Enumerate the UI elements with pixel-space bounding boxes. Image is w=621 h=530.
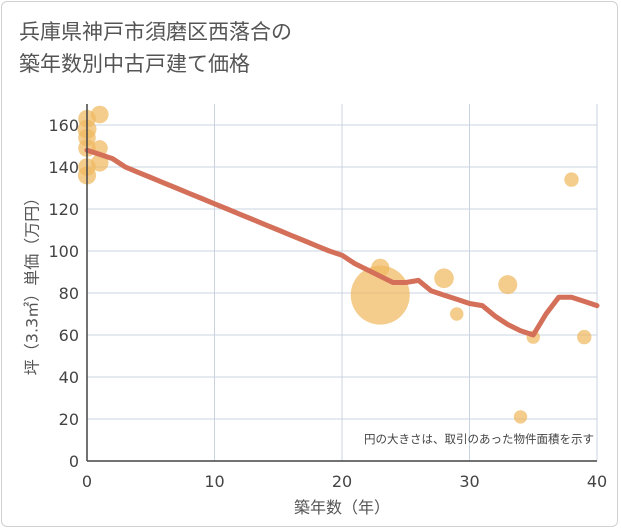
chart-title-line-2: 築年数別中古戸建て価格 (19, 52, 250, 76)
tick-labels: 0 10 20 30 40 0 20 40 60 80 100 120 140 160 (48, 116, 607, 491)
x-tick-label-20: 20 (332, 472, 352, 491)
axes (86, 104, 597, 462)
bubble-size-note: 円の大きさは、取引のあった物件面積を示す (364, 432, 594, 446)
data-point-6 (90, 105, 109, 124)
x-tick-label-0: 0 (82, 472, 92, 491)
x-tick-label-40: 40 (587, 472, 607, 491)
data-point-14 (513, 410, 528, 424)
data-point-11 (434, 268, 454, 289)
x-axis-title: 築年数（年） (294, 498, 390, 517)
transaction-bubbles (77, 105, 592, 424)
x-tick-label-10: 10 (204, 472, 224, 491)
x-tick-label-30: 30 (459, 472, 479, 491)
data-point-12 (450, 307, 464, 321)
data-point-16 (564, 172, 579, 187)
y-tick-label-140: 140 (48, 158, 79, 177)
data-point-17 (577, 329, 592, 345)
chart-title: 兵庫県神戸市須磨区西落合の 築年数別中古戸建て価格 (19, 16, 292, 80)
chart-title-line-1: 兵庫県神戸市須磨区西落合の (19, 20, 292, 44)
y-tick-label-0: 0 (69, 452, 79, 471)
y-tick-label-120: 120 (48, 200, 79, 219)
y-axis-title: 坪（3.3㎡）単価（万円） (23, 190, 42, 375)
y-tick-label-40: 40 (59, 368, 79, 387)
y-tick-label-20: 20 (59, 410, 79, 429)
y-tick-label-80: 80 (59, 284, 79, 303)
trend-line (84, 147, 600, 338)
data-point-13 (498, 275, 518, 295)
y-tick-label-60: 60 (59, 326, 79, 345)
y-tick-label-100: 100 (48, 242, 79, 261)
y-tick-label-160: 160 (48, 116, 79, 135)
